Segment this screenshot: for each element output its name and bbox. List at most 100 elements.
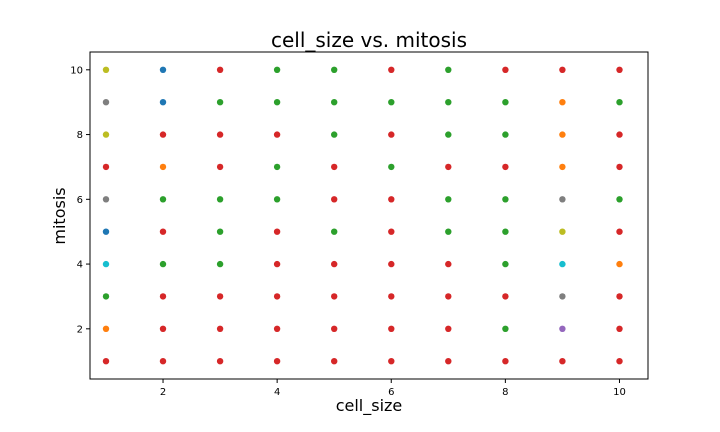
x-tick-label: 4 — [274, 387, 280, 398]
data-point — [445, 260, 452, 268]
data-point — [216, 325, 224, 332]
data-point — [273, 325, 281, 332]
data-point — [559, 228, 566, 235]
data-point — [445, 325, 452, 332]
data-point — [388, 99, 395, 106]
data-point — [616, 163, 623, 171]
data-point — [102, 131, 110, 138]
data-point — [159, 99, 167, 106]
data-point — [559, 260, 566, 268]
data-point — [616, 293, 623, 300]
data-point — [559, 358, 566, 365]
data-point — [102, 260, 110, 268]
data-point — [502, 293, 509, 300]
data-point — [273, 293, 281, 300]
plot-frame — [89, 51, 649, 380]
data-point — [331, 196, 338, 203]
data-point — [159, 131, 167, 138]
data-point — [102, 66, 110, 74]
data-point — [445, 196, 452, 203]
data-point — [273, 196, 281, 203]
data-point — [216, 358, 224, 365]
data-point — [331, 293, 338, 300]
data-point — [559, 293, 566, 300]
data-point — [388, 228, 395, 235]
y-axis-label: mitosis — [50, 187, 69, 244]
data-point — [502, 131, 509, 138]
data-point — [216, 260, 224, 268]
data-point — [502, 163, 509, 171]
data-point — [502, 325, 509, 332]
y-tick-label: 2 — [77, 324, 83, 335]
data-point — [388, 293, 395, 300]
y-tick-label: 8 — [77, 130, 83, 141]
data-point — [388, 196, 395, 203]
data-point — [388, 66, 395, 74]
data-point — [331, 131, 338, 138]
data-point — [159, 228, 167, 235]
x-axis-ticks: 2 4 6 8 10 — [160, 379, 626, 398]
data-point — [273, 99, 281, 106]
data-point — [445, 131, 452, 138]
y-tick-label: 6 — [77, 195, 83, 206]
data-point — [159, 293, 167, 300]
data-point — [331, 66, 338, 74]
data-point — [445, 358, 452, 365]
data-point — [331, 99, 338, 106]
data-point — [273, 66, 281, 74]
x-axis-label: cell_size — [336, 396, 403, 416]
data-point — [159, 66, 167, 74]
data-point — [388, 131, 395, 138]
data-point — [216, 131, 224, 138]
data-point — [445, 228, 452, 235]
data-point — [388, 358, 395, 365]
data-point — [388, 260, 395, 268]
data-point — [559, 66, 566, 74]
data-point — [502, 66, 509, 74]
data-point — [216, 163, 224, 171]
data-point — [502, 260, 509, 268]
data-point — [331, 163, 338, 171]
data-point — [616, 228, 623, 235]
data-point — [559, 99, 566, 106]
data-point — [273, 260, 281, 268]
data-point — [616, 325, 623, 332]
data-point — [273, 131, 281, 138]
y-axis-ticks: 2 4 6 8 10 — [70, 65, 90, 335]
data-point — [445, 293, 452, 300]
data-point — [502, 358, 509, 365]
data-point — [159, 260, 167, 268]
data-point — [388, 325, 395, 332]
data-point — [616, 260, 623, 268]
y-tick-label: 10 — [70, 65, 83, 76]
y-tick-label: 4 — [77, 260, 83, 271]
data-point — [216, 228, 224, 235]
data-point — [616, 196, 623, 203]
data-point — [502, 196, 509, 203]
data-point — [616, 66, 623, 74]
data-point — [159, 358, 167, 365]
data-point — [559, 163, 566, 171]
data-point — [273, 163, 281, 171]
data-point — [102, 163, 110, 171]
data-point — [102, 358, 110, 365]
data-point — [502, 99, 509, 106]
data-points — [102, 66, 623, 365]
data-point — [102, 325, 110, 332]
data-point — [159, 163, 167, 171]
data-point — [102, 293, 110, 300]
data-point — [616, 99, 623, 106]
data-point — [445, 66, 452, 74]
data-point — [502, 228, 509, 235]
data-point — [216, 196, 224, 203]
data-point — [102, 228, 110, 235]
x-tick-label: 8 — [502, 387, 508, 398]
data-point — [331, 260, 338, 268]
data-point — [216, 99, 224, 106]
data-point — [102, 196, 110, 203]
data-point — [216, 66, 224, 74]
data-point — [616, 358, 623, 365]
data-point — [331, 228, 338, 235]
